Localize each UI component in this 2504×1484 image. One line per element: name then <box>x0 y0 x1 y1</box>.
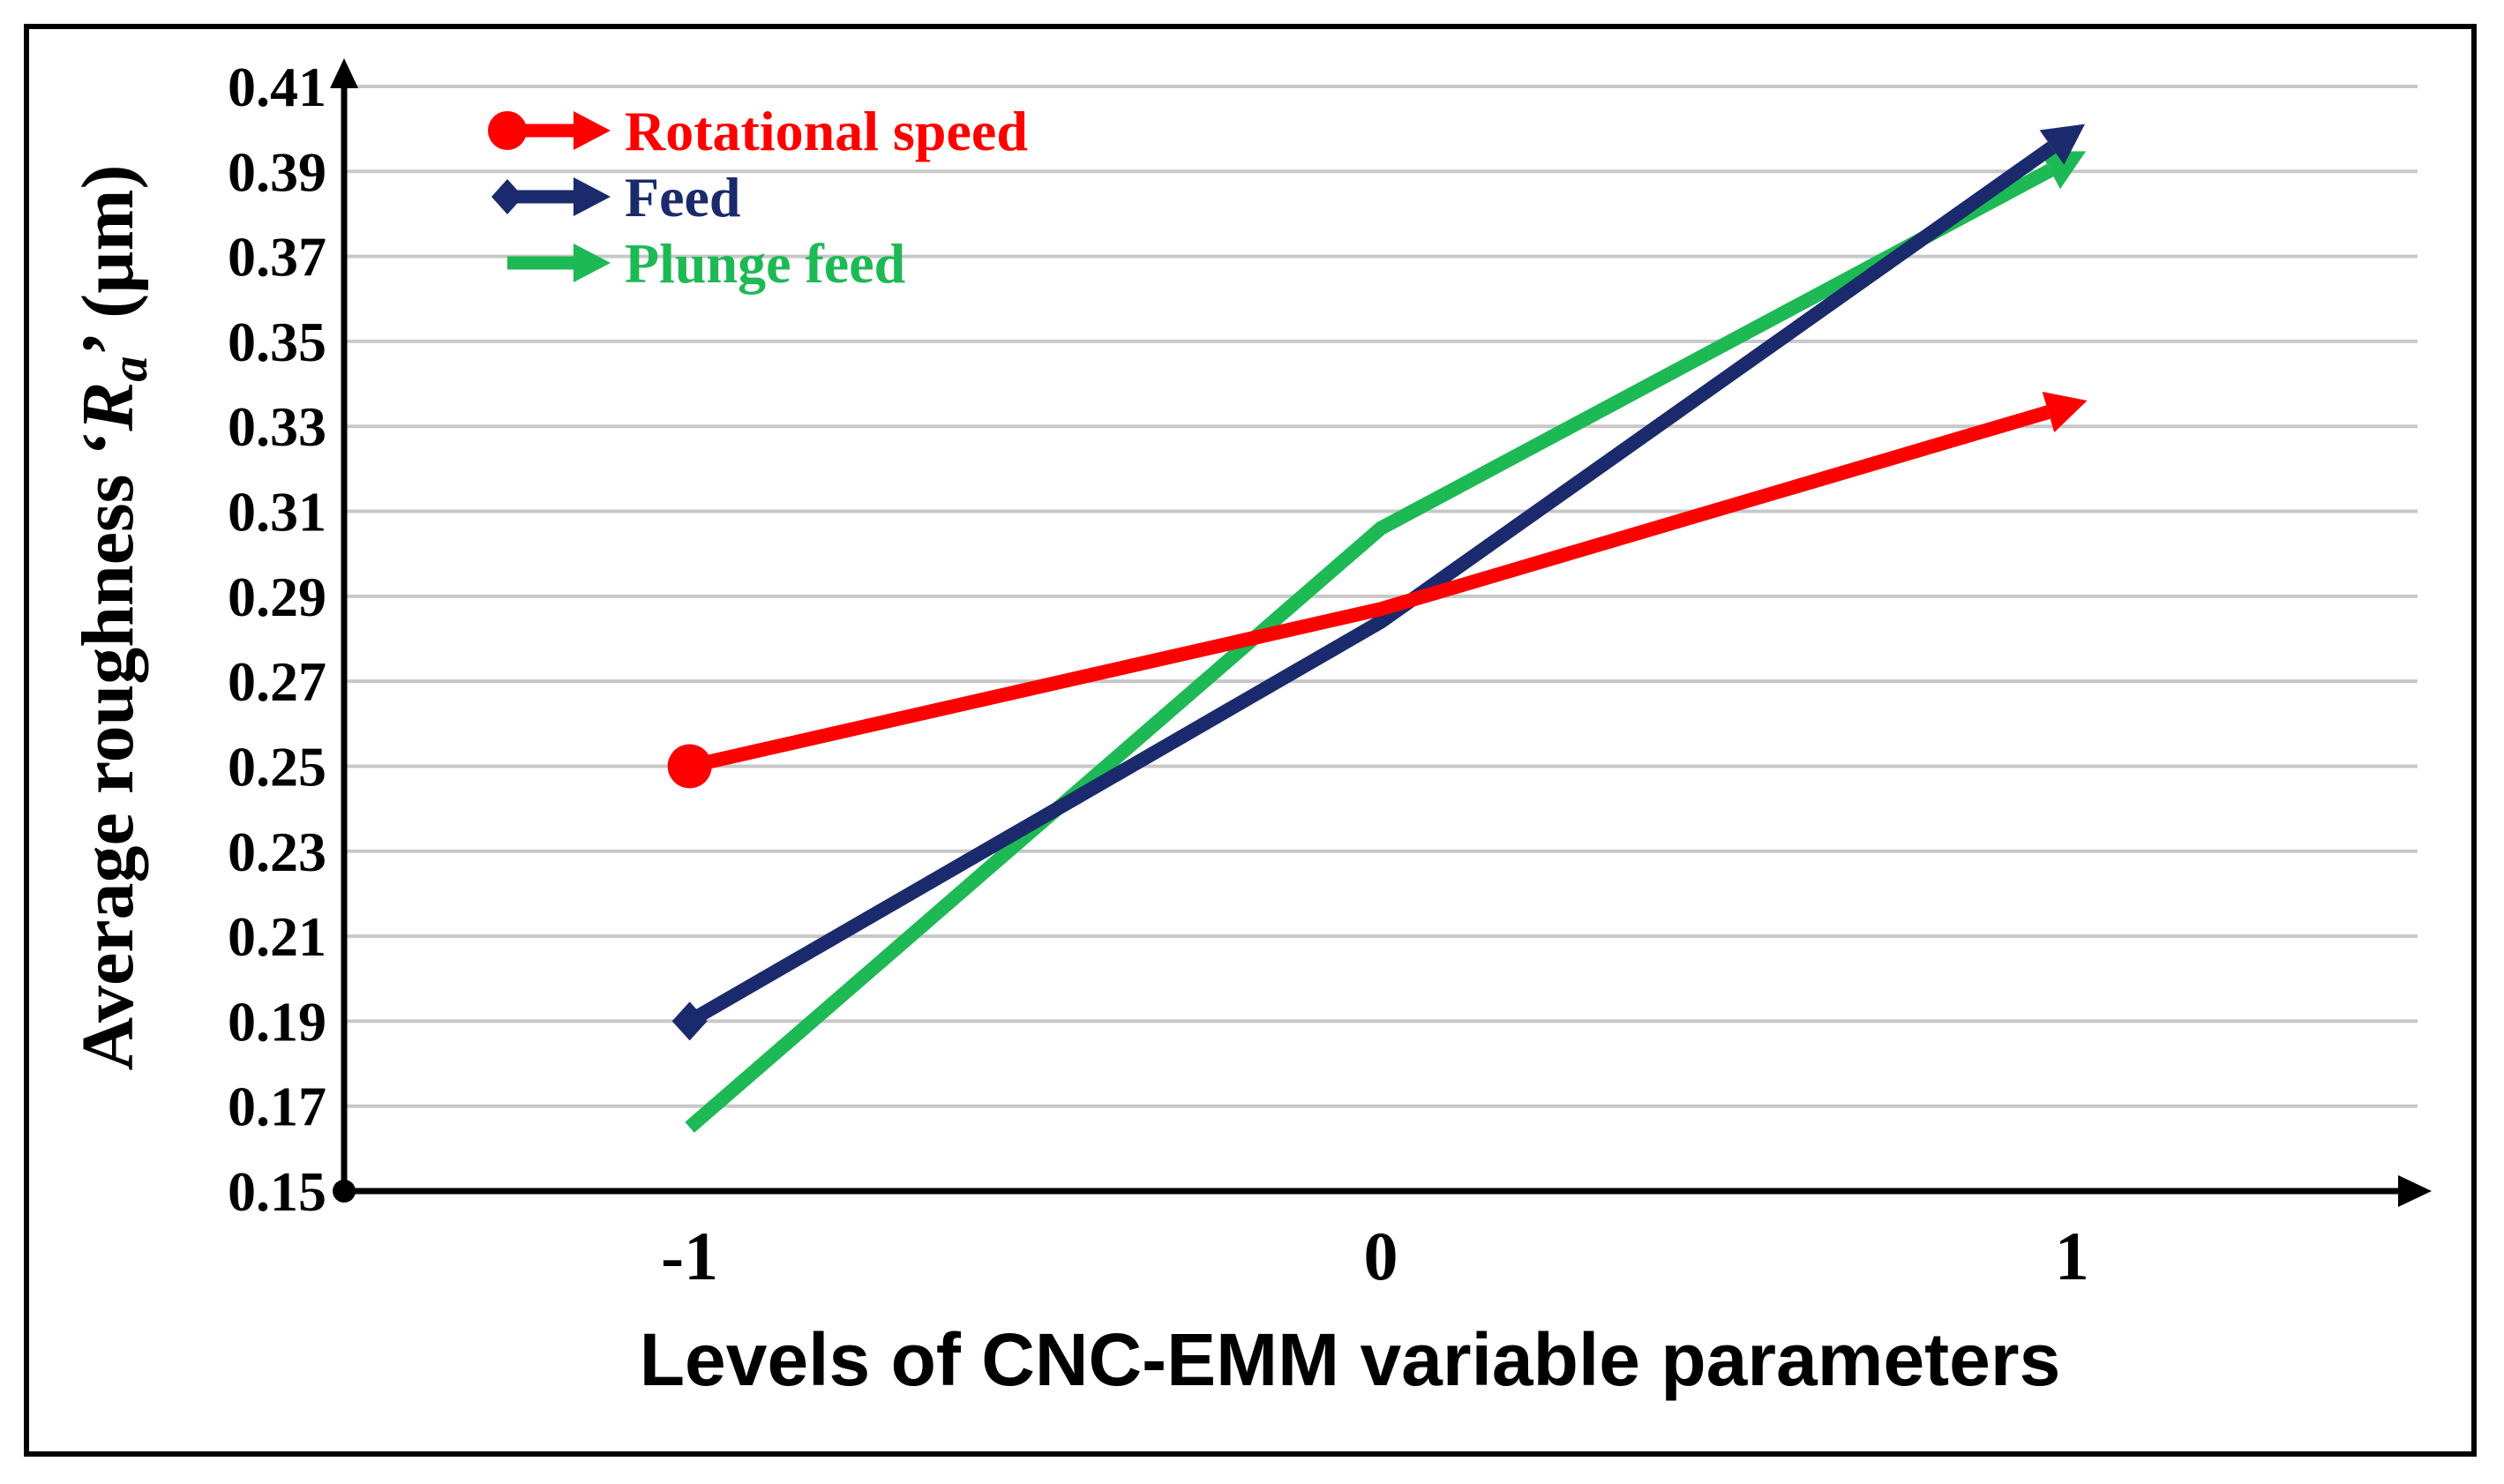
axes <box>330 58 2432 1207</box>
series-line <box>687 405 2050 774</box>
y-tick-label: 0.33 <box>228 395 326 458</box>
legend-arrowhead <box>574 111 611 150</box>
y-tick-label: 0.17 <box>228 1076 326 1138</box>
y-tick-label: 0.25 <box>228 735 326 798</box>
y-axis-label-symbol: R <box>67 382 149 432</box>
x-tick-label: 0 <box>1364 1218 1398 1294</box>
series-lines <box>667 124 2088 1133</box>
series-arrowhead <box>2040 151 2087 190</box>
y-axis-ticks: 0.15 0.17 0.19 0.21 0.23 0.25 0.27 0.29 0.31 0.33… <box>228 56 326 1223</box>
x-axis-ticks: -1 0 1 <box>661 1218 2089 1294</box>
y-axis-label-prefix: Average roughness ‘ <box>67 431 149 1071</box>
legend-marker <box>488 111 527 150</box>
y-tick-label: 0.23 <box>228 821 326 883</box>
series-start-marker <box>667 744 712 789</box>
axis-origin-dot <box>333 1180 356 1203</box>
y-tick-label: 0.41 <box>228 56 326 118</box>
legend-arrowhead <box>574 244 611 282</box>
y-tick-label: 0.21 <box>228 905 326 968</box>
y-tick-label: 0.19 <box>228 990 326 1053</box>
x-tick-label: 1 <box>2055 1218 2089 1294</box>
series-arrowhead <box>2042 392 2088 433</box>
y-tick-label: 0.31 <box>228 481 326 543</box>
y-tick-label: 0.15 <box>228 1160 326 1223</box>
x-axis-label: Levels of CNC-EMM variable parameters <box>640 1318 2061 1401</box>
y-axis-arrow <box>330 58 358 88</box>
x-tick-label: -1 <box>661 1218 718 1294</box>
y-axis-label-subscript: a <box>101 356 158 382</box>
y-axis-label: Average roughness ‘Ra’ (µm) <box>67 165 158 1071</box>
series-line <box>686 141 2057 1028</box>
series-start-marker <box>671 1001 708 1041</box>
chart-frame <box>24 24 2477 1457</box>
y-tick-label: 0.37 <box>228 226 326 289</box>
y-tick-label: 0.39 <box>228 140 326 203</box>
legend-arrowhead <box>574 177 611 216</box>
legend-marker <box>491 179 523 214</box>
legend-label: Plunge feed <box>625 232 905 295</box>
y-axis-label-suffix: ’ (µm) <box>67 165 149 356</box>
legend-label: Rotational speed <box>625 100 1028 162</box>
y-tick-label: 0.29 <box>228 566 326 628</box>
y-tick-label: 0.27 <box>228 650 326 713</box>
y-tick-label: 0.35 <box>228 311 326 373</box>
legend-label: Feed <box>625 166 741 229</box>
x-axis-arrow <box>2398 1175 2432 1207</box>
series-line <box>685 164 2054 1133</box>
series-arrowhead <box>2039 124 2086 165</box>
